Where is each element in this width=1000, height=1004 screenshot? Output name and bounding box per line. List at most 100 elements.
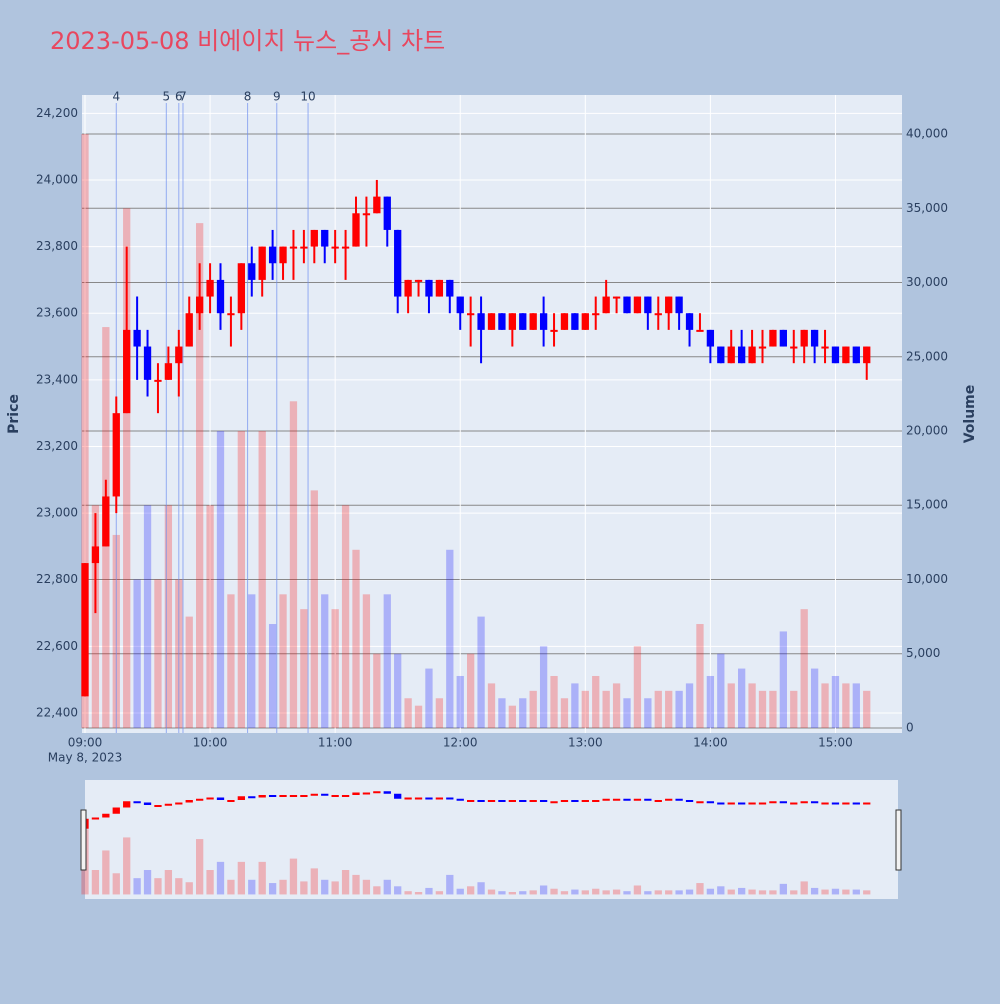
mini-volume-bar: [435, 891, 444, 895]
candle-body: [633, 296, 642, 314]
news-label: 6: [175, 90, 183, 104]
candle-body: [769, 329, 777, 347]
mini-candle: [258, 795, 266, 798]
mini-candle: [602, 798, 610, 801]
volume-bar: [237, 431, 245, 728]
mini-candle: [560, 800, 569, 802]
y2-tick-label: 20,000: [906, 424, 948, 438]
mini-candle: [404, 797, 412, 800]
candle-body: [300, 246, 308, 249]
mini-volume-bar: [654, 890, 662, 895]
candle-body: [790, 346, 798, 349]
volume-bar: [863, 690, 871, 728]
mini-candle: [414, 797, 423, 800]
volume-bar: [675, 690, 683, 728]
mini-volume-bar: [738, 887, 746, 895]
y2-tick-label: 30,000: [906, 275, 948, 289]
mini-candle: [216, 797, 225, 800]
mini-candle: [123, 801, 131, 808]
mini-volume-bar: [519, 891, 527, 895]
mini-volume-bar: [675, 890, 683, 895]
mini-candle: [769, 801, 777, 804]
candle-body: [154, 379, 162, 382]
mini-candle: [842, 802, 850, 805]
y-tick-label: 23,400: [36, 372, 78, 386]
news-label: 4: [112, 90, 120, 104]
candle-body: [758, 346, 767, 349]
volume-bar: [248, 594, 256, 728]
mini-candle: [394, 793, 402, 799]
mini-candle: [592, 800, 600, 802]
candle-body: [685, 313, 694, 330]
mini-candle: [175, 802, 183, 805]
volume-bar: [425, 668, 433, 728]
y-tick-label: 22,600: [36, 639, 78, 653]
candle-body: [529, 313, 537, 330]
candle-body: [831, 346, 840, 364]
volume-bar: [633, 646, 642, 728]
mini-candle: [164, 803, 173, 806]
volume-bar: [206, 505, 214, 728]
y2-tick-label: 5,000: [906, 646, 940, 660]
range-handle-left[interactable]: [80, 809, 87, 871]
mini-candle: [237, 796, 245, 800]
mini-candle: [654, 800, 662, 802]
mini-volume-bar: [91, 870, 100, 895]
volume-bar: [571, 683, 579, 728]
mini-candle: [373, 791, 381, 794]
volume-bar: [769, 690, 777, 728]
volume-bar: [404, 698, 412, 728]
volume-bar: [581, 690, 589, 728]
candle-body: [665, 296, 673, 314]
mini-volume-bar: [644, 891, 652, 895]
candle-body: [550, 329, 558, 332]
volume-bar: [123, 208, 131, 728]
mini-volume-bar: [592, 888, 600, 895]
mini-volume-bar: [414, 892, 423, 895]
volume-bar: [529, 690, 537, 728]
candle-body: [414, 279, 423, 282]
volume-bar: [800, 609, 808, 728]
candle-body: [279, 246, 287, 264]
mini-volume-bar: [425, 887, 433, 895]
volume-bar: [279, 594, 287, 728]
volume-bar: [341, 505, 350, 728]
mini-candle: [425, 797, 433, 800]
candle-body: [456, 296, 464, 314]
candle-body: [810, 329, 819, 347]
volume-bar: [717, 653, 725, 728]
mini-candle: [112, 807, 120, 814]
candle-body: [654, 313, 662, 316]
mini-volume-bar: [112, 873, 120, 895]
candle-body: [321, 229, 329, 247]
mini-candle: [738, 802, 746, 805]
range-handle-right[interactable]: [895, 809, 902, 871]
candle-body: [612, 296, 621, 299]
volume-bar: [748, 683, 756, 728]
volume-bar: [852, 683, 860, 728]
y-tick-label: 24,200: [36, 106, 78, 120]
candle-body: [592, 313, 600, 316]
news-label: 5: [162, 90, 170, 104]
mini-volume-bar: [362, 879, 371, 895]
mini-candle: [248, 796, 256, 799]
x-tick-label: 12:00: [443, 736, 478, 750]
volume-bar: [81, 134, 89, 728]
mini-candle: [456, 798, 464, 801]
mini-volume-bar: [467, 886, 475, 895]
mini-candle: [790, 802, 798, 805]
candle-body: [717, 346, 725, 364]
mini-volume-bar: [341, 870, 350, 895]
candle-body: [206, 279, 214, 297]
mini-candle: [487, 800, 496, 802]
mini-volume-bar: [216, 861, 225, 895]
volume-bar: [602, 690, 610, 728]
news-label: 7: [179, 90, 187, 104]
volume-bar: [519, 698, 527, 728]
mini-volume-bar: [321, 879, 329, 895]
mini-candle: [383, 791, 391, 794]
volume-bar: [758, 690, 767, 728]
volume-bar: [821, 683, 829, 728]
chart-title: 2023-05-08 비에이치 뉴스_공시 차트: [50, 27, 445, 55]
